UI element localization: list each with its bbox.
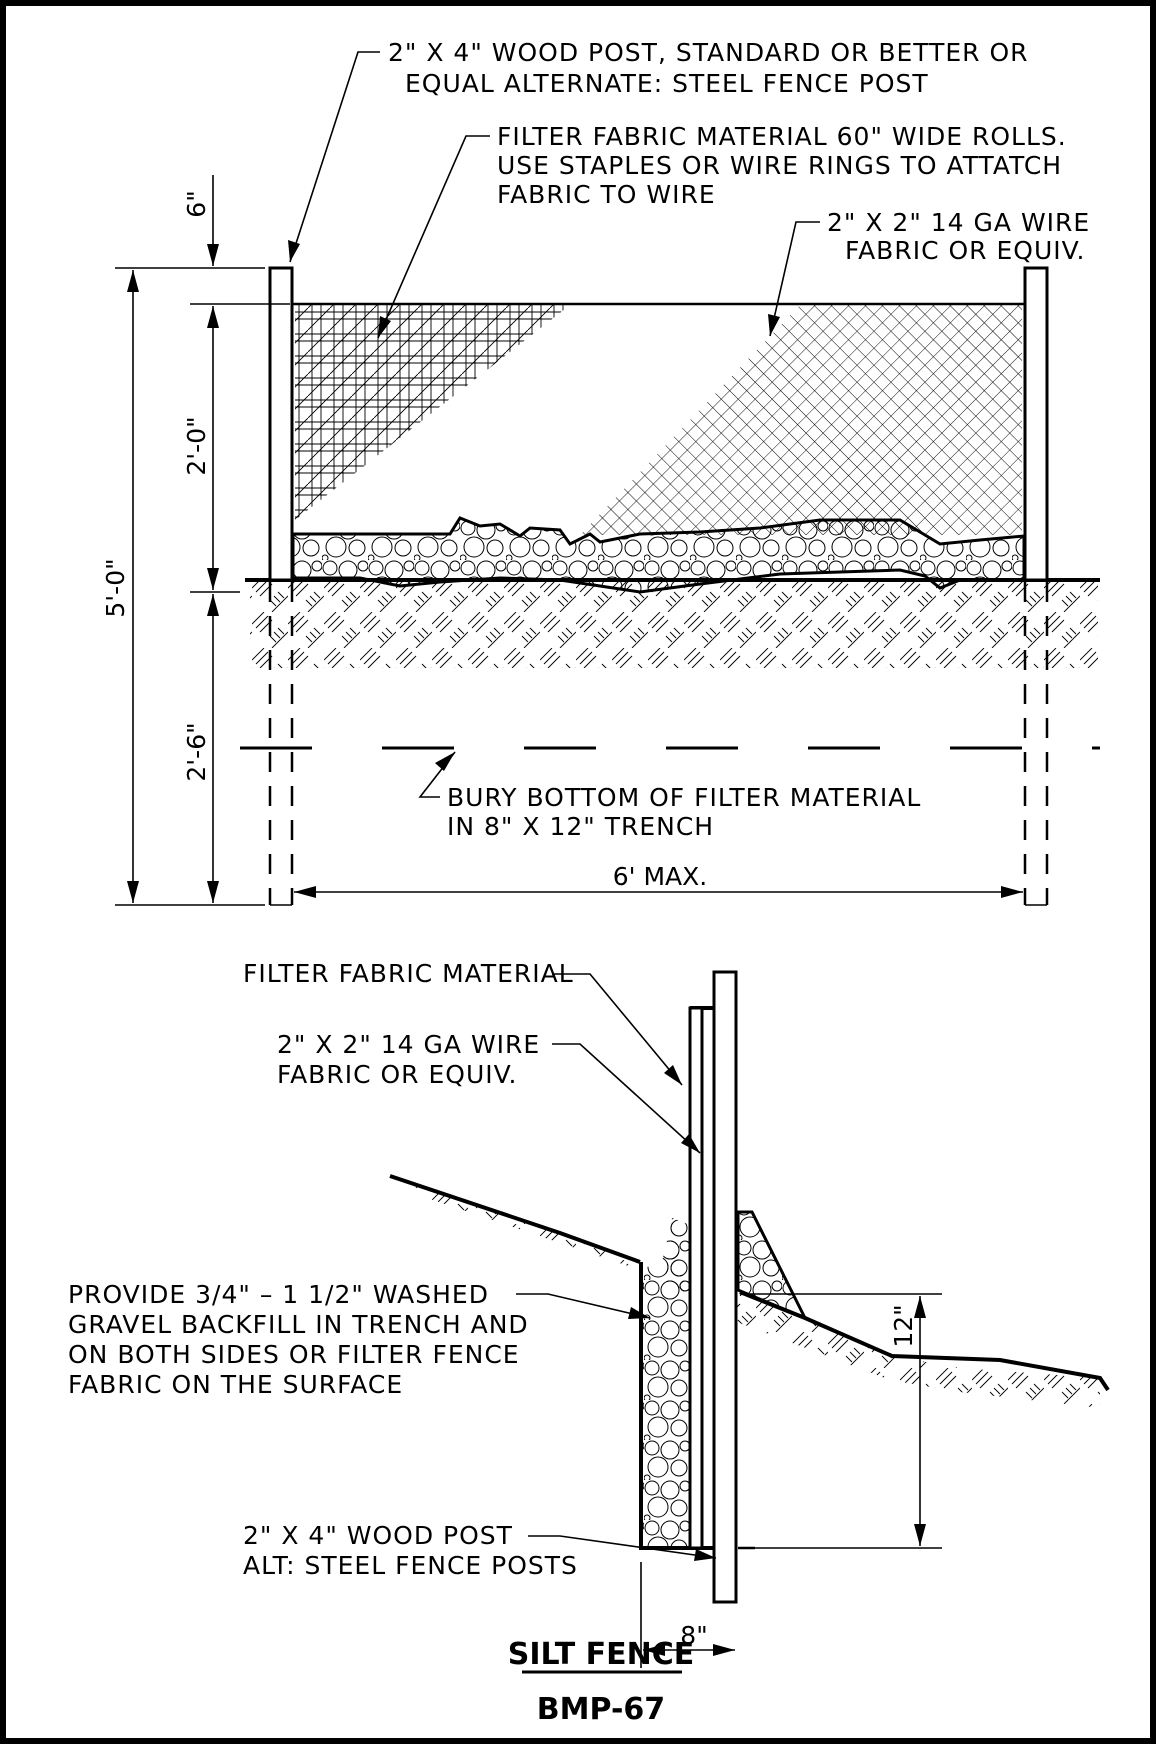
vertical-dimensions: [115, 175, 290, 906]
label-wire-2: FABRIC OR EQUIV.: [845, 236, 1085, 265]
soil-hatch: [250, 582, 1098, 668]
label-post-top-2: EQUAL ALTERNATE: STEEL FENCE POST: [405, 69, 929, 98]
label-section-wire-2: FABRIC OR EQUIV.: [277, 1060, 517, 1089]
downslope-soil: [737, 1292, 1100, 1408]
section-post: [712, 970, 738, 1604]
label-bury-1: BURY BOTTOM OF FILTER MATERIAL: [447, 783, 921, 812]
label-gravel-4: FABRIC ON THE SURFACE: [68, 1370, 403, 1399]
label-wire-1: 2" X 2" 14 GA WIRE: [827, 208, 1090, 237]
label-gravel-1: PROVIDE 3/4" – 1 1/2" WASHED: [68, 1280, 489, 1309]
dim-8in: 8": [680, 1621, 707, 1650]
label-post-bottom-1: 2" X 4" WOOD POST: [243, 1521, 513, 1550]
dim-2ft: 2'-0": [182, 416, 211, 475]
label-filter-1: FILTER FABRIC MATERIAL 60" WIDE ROLLS.: [497, 122, 1067, 151]
label-post-top-1: 2" X 4" WOOD POST, STANDARD OR BETTER OR: [388, 38, 1029, 67]
gravel-mound-upslope: [665, 1218, 690, 1300]
dim-5ft: 5'-0": [101, 558, 130, 617]
section-filter-fabric: [688, 1006, 704, 1550]
wire-fabric-hatch: [580, 305, 1022, 535]
label-section-filter: FILTER FABRIC MATERIAL: [243, 959, 574, 988]
title-code: BMP-67: [537, 1692, 665, 1727]
left-post: [268, 266, 294, 582]
dim-12in: 12": [889, 1304, 918, 1347]
trench-gravel: [641, 1220, 690, 1547]
title-silt-fence: SILT FENCE: [508, 1637, 694, 1672]
label-gravel-3: ON BOTH SIDES OR FILTER FENCE: [68, 1340, 520, 1369]
filter-fabric-hatch: [295, 305, 570, 520]
dim-6ft-max: 6' MAX.: [613, 862, 707, 891]
label-filter-3: FABRIC TO WIRE: [497, 180, 716, 209]
label-post-bottom-2: ALT: STEEL FENCE POSTS: [243, 1551, 578, 1580]
label-gravel-2: GRAVEL BACKFILL IN TRENCH AND: [68, 1310, 529, 1339]
right-post: [1023, 266, 1049, 582]
dim-2ft6: 2'-6": [182, 722, 211, 781]
section-view: 12" 8" FILTER FABRIC MATERIAL 2" X 2" 14…: [68, 959, 1110, 1668]
elevation-view: 6" 2'-0" 5'-0" 2'-6" 6' MAX. 2" X 4" WOO…: [101, 38, 1100, 906]
label-bury-2: IN 8" X 12" TRENCH: [447, 812, 714, 841]
label-section-wire-1: 2" X 2" 14 GA WIRE: [277, 1030, 540, 1059]
dim-6in: 6": [182, 190, 211, 217]
label-filter-2: USE STAPLES OR WIRE RINGS TO ATTATCH: [497, 151, 1062, 180]
